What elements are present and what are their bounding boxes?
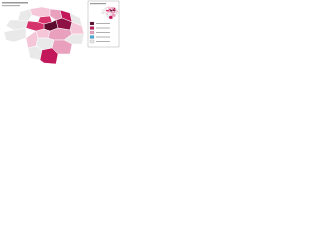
legend-label-line bbox=[96, 27, 110, 29]
borough-map bbox=[3, 6, 85, 65]
borough bbox=[35, 28, 51, 39]
inset-borough bbox=[108, 15, 113, 20]
inset-map bbox=[100, 6, 119, 20]
inset-borough bbox=[106, 6, 112, 9]
subtitle-line bbox=[2, 5, 20, 7]
legend-swatch bbox=[89, 35, 95, 39]
borough bbox=[3, 27, 27, 43]
legend-label-line bbox=[96, 23, 110, 24]
legend-label-line bbox=[96, 36, 110, 38]
borough bbox=[69, 21, 85, 35]
legend-swatch bbox=[89, 30, 95, 35]
legend-swatch bbox=[89, 26, 95, 30]
title-placeholder bbox=[2, 2, 28, 7]
legend-title-line bbox=[90, 3, 106, 5]
inset-borough bbox=[113, 12, 119, 15]
title-line bbox=[2, 2, 28, 4]
legend-label-line bbox=[96, 41, 110, 42]
borough bbox=[39, 47, 59, 65]
legend bbox=[87, 0, 120, 48]
map-figure bbox=[2, 0, 120, 65]
inset-borough bbox=[106, 15, 110, 19]
borough bbox=[17, 8, 33, 22]
legend-swatch bbox=[89, 39, 95, 44]
borough bbox=[63, 33, 85, 45]
legend-label-line bbox=[96, 32, 110, 33]
inset-borough bbox=[103, 6, 108, 10]
borough bbox=[29, 6, 53, 18]
legend-swatch bbox=[89, 21, 95, 26]
